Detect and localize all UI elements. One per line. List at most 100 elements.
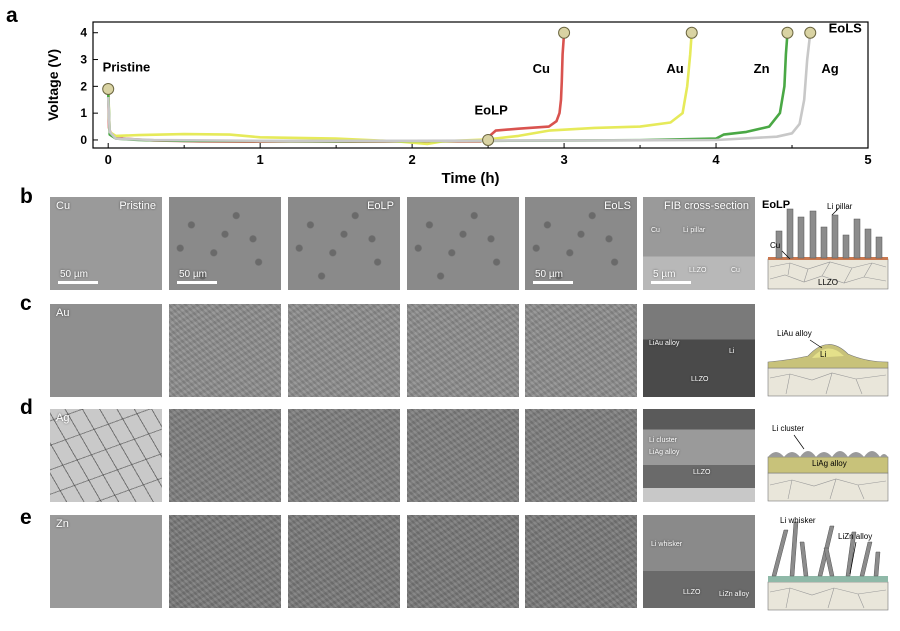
sem-image-au-2 [288,304,400,397]
y-tick-label-2: 2 [80,79,87,93]
y-tick-label-1: 1 [80,106,87,120]
scale-bar-label: 5 µm [653,269,676,280]
panel-label-a: a [6,4,18,27]
panel-label-d: d [20,396,33,419]
x-tick-label-4: 4 [712,152,720,167]
schematic-b-label-cu: Cu [770,241,781,250]
sem-image-ag-4 [525,409,637,502]
schematic-d-label-alloy: LiAg alloy [812,459,847,468]
x-tick-label-3: 3 [560,152,567,167]
sem-image-cu-4: EoLS 50 µm [525,197,637,290]
cross-section-label: Li pillar [683,227,706,234]
cross-section-label: Li whisker [651,541,683,548]
panel-label-e: e [20,506,32,529]
sem-image-ag-2 [288,409,400,502]
series-line-cu [106,32,566,143]
schematic-c-label-li: Li [820,350,827,359]
series-line-zn [106,32,789,143]
schematic-c-label-alloy: LiAu alloy [777,329,812,338]
cross-section-label: Li cluster [649,437,678,444]
sem-label-au: Au [56,307,70,319]
schematic-b-title: EoLP [762,199,791,211]
sem-image-zn-0: Zn [50,515,162,608]
sem-stage-label: FIB cross-section [664,200,749,212]
x-tick-label-1: 1 [257,152,264,167]
sem-stage-label: EoLS [604,200,631,212]
sem-image-zn-4 [525,515,637,608]
schematic-d-label-cluster: Li cluster [772,424,805,433]
sem-image-au-1 [169,304,281,397]
sem-image-au-0: Au [50,304,162,397]
sem-image-cu-1: 50 µm [169,197,281,290]
sem-image-zn-2 [288,515,400,608]
annotation-cu: Cu [533,61,550,76]
sem-label-cu: Cu [56,200,71,212]
x-tick-label-5: 5 [864,152,871,167]
schematic-liag-alloy [767,434,889,502]
cross-section-label: Cu [731,267,740,274]
state-marker-5 [804,26,817,39]
sem-image-ag-1 [169,409,281,502]
annotation-au: Au [666,61,683,76]
sem-image-zn-1 [169,515,281,608]
schematic-e-label-alloy: LiZn alloy [838,532,873,541]
scale-bar [58,281,98,284]
cross-section-label: LLZO [683,589,701,596]
x-axis-label: Time (h) [441,170,499,187]
cross-section-label: LiAu alloy [649,340,680,347]
schematic-b-label-pillar: Li pillar [827,202,853,211]
cross-section-label: LLZO [691,376,709,383]
panel-label-c: c [20,292,32,315]
cross-section-label: LLZO [689,267,707,274]
sem-image-ag-3 [407,409,519,502]
schematic-liau-alloy [767,339,889,397]
scale-bar-label: 50 µm [60,269,88,280]
sem-image-ag-5: Li cluster LiAg alloy LLZO [643,409,755,502]
scale-bar [177,281,217,284]
annotation-ag: Ag [821,61,838,76]
cross-section-label: LiAg alloy [649,449,680,456]
cross-section-label: Cu [651,227,660,234]
y-tick-label-3: 3 [80,53,87,67]
annotation-eols: EoLS [829,21,863,36]
annotation-zn: Zn [754,61,770,76]
sem-stage-label: Pristine [119,200,156,212]
schematic-eolp-pillars [767,208,889,290]
schematic-lizn-whiskers [767,521,889,611]
cross-section-label: LLZO [693,469,711,476]
y-tick-label-4: 4 [80,26,87,40]
state-marker-3 [685,26,698,39]
sem-image-cu-0: Cu Pristine 50 µm [50,197,162,290]
scale-bar-label: 50 µm [535,269,563,280]
sem-image-cu-3 [407,197,519,290]
x-tick-label-0: 0 [105,152,112,167]
sem-image-zn-5: Li whisker LLZO LiZn alloy [643,515,755,608]
cross-section-label: Li [729,348,735,355]
plot-frame [92,21,869,149]
sem-image-au-5: LiAu alloy Li LLZO [643,304,755,397]
y-tick-label-0: 0 [80,133,87,147]
sem-image-zn-3 [407,515,519,608]
state-marker-1 [482,133,495,146]
scale-bar [651,281,691,284]
x-tick-label-2: 2 [409,152,416,167]
annotation-eolp: EoLP [475,102,509,117]
sem-image-cu-5: FIB cross-section 5 µm Cu Li pillar LLZO Cu [643,197,755,290]
voltage-time-chart: 0 1 2 3 4 5 0 1 2 3 4 Time (h) Voltage (V) Pristine Eo… [45,21,872,187]
series-line-ag [106,32,812,143]
series-line-au [106,32,693,146]
sem-image-au-4 [525,304,637,397]
sem-label-zn: Zn [56,518,69,530]
scale-bar [533,281,573,284]
state-marker-0 [102,83,115,96]
state-marker-4 [781,26,794,39]
sem-image-ag-0: Ag [50,409,162,502]
sem-label-ag: Ag [56,412,70,424]
cross-section-label: LiZn alloy [719,591,749,598]
sem-stage-label: EoLP [367,200,394,212]
state-marker-2 [558,26,571,39]
annotation-pristine: Pristine [103,60,151,75]
y-axis-label: Voltage (V) [45,49,61,121]
schematic-b-label-llzo: LLZO [818,278,839,287]
sem-image-au-3 [407,304,519,397]
